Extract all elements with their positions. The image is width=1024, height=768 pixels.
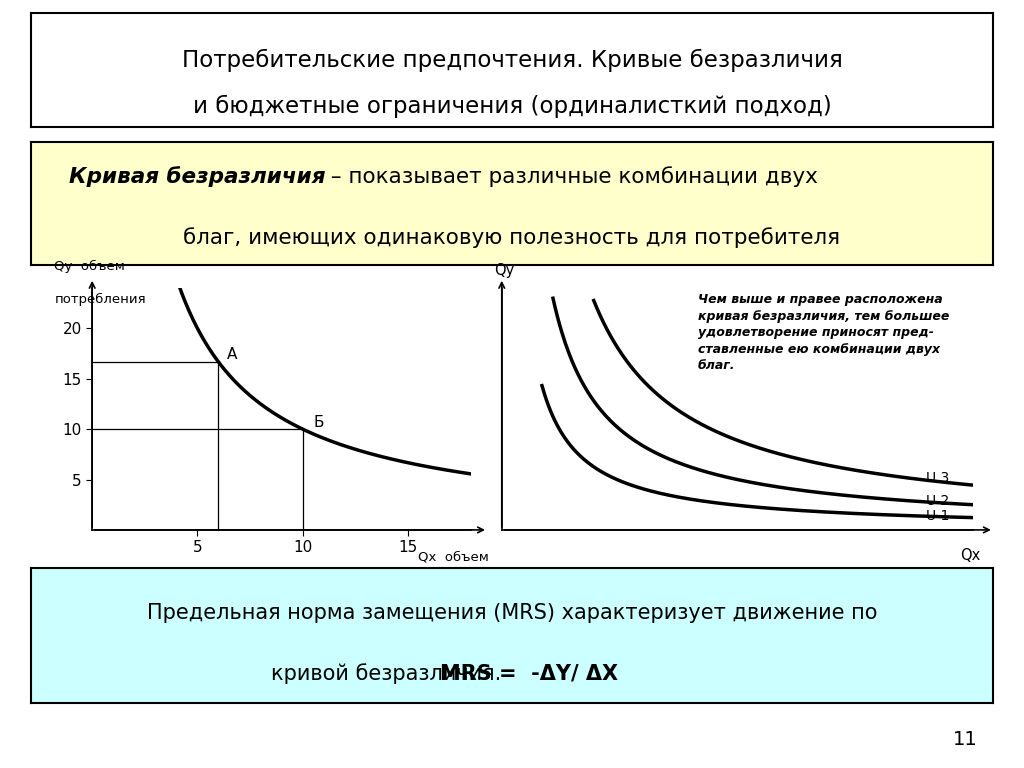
Text: Qx  объем: Qx объем [419,550,489,563]
Text: Чем выше и правее расположена
кривая безразличия, тем большее
удовлетворение при: Чем выше и правее расположена кривая без… [698,293,949,372]
Text: U 1: U 1 [926,509,949,523]
Text: и бюджетные ограничения (ординалисткий подход): и бюджетные ограничения (ординалисткий п… [193,94,831,118]
Text: благ, имеющих одинаковую полезность для потребителя: благ, имеющих одинаковую полезность для … [183,227,841,248]
Text: – показывает различные комбинации двух: – показывает различные комбинации двух [325,166,818,187]
Text: Потребительские предпочтения. Кривые безразличия: Потребительские предпочтения. Кривые без… [181,49,843,72]
Text: Кривая безразличия: Кривая безразличия [70,166,326,187]
Text: потребления: потребления [419,572,510,585]
Text: потребления: потребления [54,293,145,306]
Text: Qx: Qx [959,548,980,563]
Text: U 2: U 2 [926,494,949,508]
Text: а: а [256,605,265,621]
Text: б: б [680,595,689,611]
Text: кривой безразличия.: кривой безразличия. [271,663,508,684]
Text: U 3: U 3 [926,471,949,485]
Text: 11: 11 [953,730,978,749]
Text: А: А [227,347,238,362]
Text: Qy  объем: Qy объем [54,260,125,273]
Text: MRS =  -ΔY/ ΔX: MRS = -ΔY/ ΔX [440,663,617,684]
Text: Qy: Qy [494,263,514,278]
Text: Б: Б [313,415,324,430]
Text: Предельная норма замещения (MRS) характеризует движение по: Предельная норма замещения (MRS) характе… [146,603,878,623]
